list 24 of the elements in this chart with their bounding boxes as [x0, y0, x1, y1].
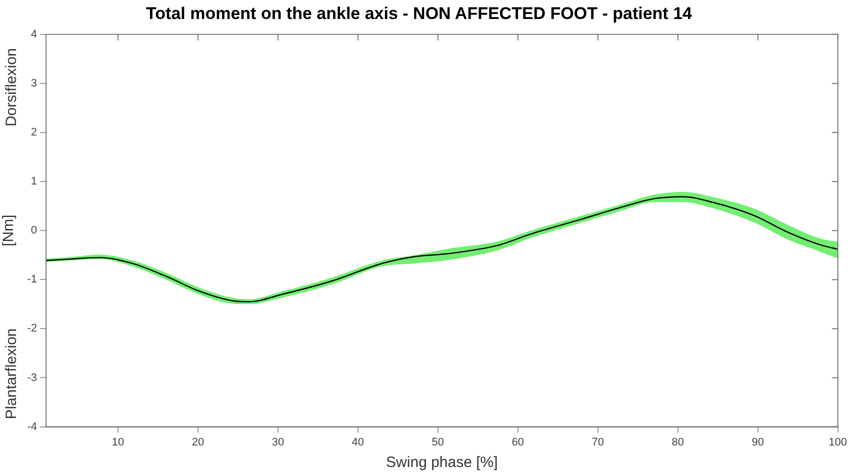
x-tick-label: 20 — [192, 436, 204, 448]
y-tick-label: 1 — [30, 176, 37, 188]
y-tick-label: -4 — [27, 420, 37, 433]
y-tick-label: 2 — [30, 126, 37, 139]
x-tick-label: 90 — [752, 436, 764, 448]
x-tick-label: 10 — [112, 436, 124, 448]
x-tick-label: 100 — [828, 436, 848, 448]
y-tick-label: 3 — [30, 77, 37, 90]
y-tick-label: 4 — [30, 28, 37, 40]
x-tick-label: 50 — [432, 436, 444, 448]
y-tick-label: -1 — [27, 274, 37, 286]
y-axis-title: [Nm] — [0, 214, 18, 246]
text: Dorsiflexion — [3, 48, 20, 127]
y-tick-label: -2 — [27, 322, 37, 335]
x-tick-label: 60 — [512, 436, 524, 448]
y-tick-label: -3 — [27, 372, 37, 384]
text: Plantarflexion — [3, 328, 20, 420]
x-axis-title: Swing phase [%] — [386, 454, 498, 472]
x-tick-label: 70 — [592, 436, 604, 448]
y-tick-label: 0 — [30, 224, 37, 237]
x-tick-label: 80 — [672, 436, 684, 448]
x-tick-label: 40 — [352, 436, 364, 448]
x-tick-label: 30 — [272, 436, 284, 448]
chart-title: Total moment on the ankle axis - NON AFFECTED FOOT - patient 14 — [146, 4, 693, 23]
